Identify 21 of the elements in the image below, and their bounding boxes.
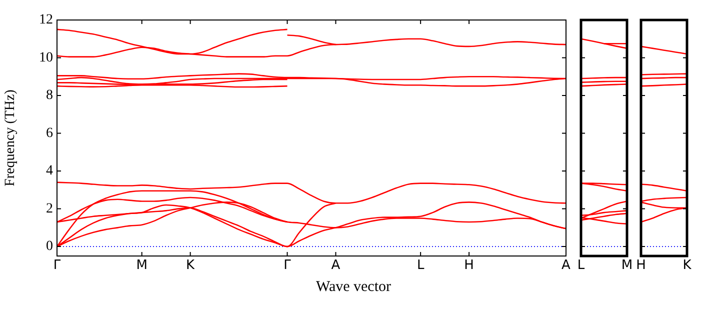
y-tick-label: 10	[39, 50, 53, 66]
y-tick-label: 6	[46, 126, 53, 141]
y-tick-label: 12	[39, 12, 53, 28]
x-tick-label: M	[621, 258, 633, 274]
y-axis-title: Frequency (THz)	[3, 89, 18, 186]
x-tick-label: A	[562, 258, 571, 274]
y-tick-label: 8	[46, 88, 53, 104]
x-tick-label: M	[136, 258, 148, 274]
x-tick-label: Γ	[284, 258, 292, 274]
x-tick-label: L	[577, 258, 586, 274]
y-tick-label: 0	[46, 239, 53, 254]
x-axis-title: Wave vector	[315, 279, 392, 296]
x-tick-label: Γ	[53, 258, 62, 274]
x-tick-label: A	[331, 258, 340, 274]
x-tick-label: K	[682, 258, 692, 274]
x-tick-label: H	[636, 258, 646, 274]
y-tick-label: 2	[46, 201, 53, 216]
y-tick-label: 4	[46, 164, 53, 179]
x-tick-label: K	[186, 258, 196, 274]
x-tick-label: H	[464, 258, 474, 274]
x-tick-label: L	[416, 258, 425, 274]
